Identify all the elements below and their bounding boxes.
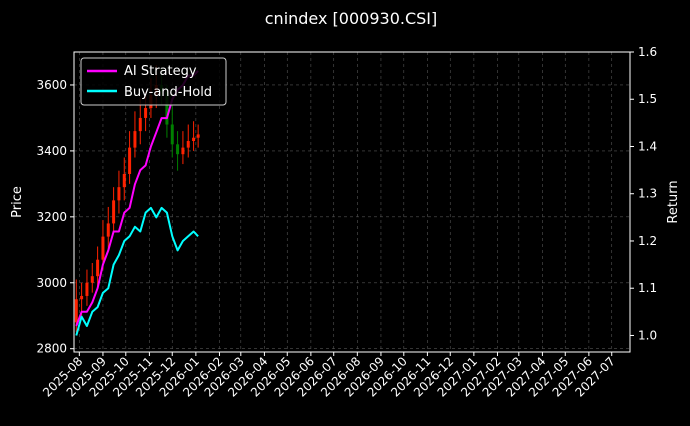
y-tick-label-right: 1.5 bbox=[638, 92, 657, 106]
candle-body bbox=[128, 147, 132, 174]
chart-title: cnindex [000930.CSI] bbox=[265, 9, 438, 28]
candle-body bbox=[96, 259, 100, 277]
y-tick-label-right: 1.0 bbox=[638, 328, 657, 342]
candle-body bbox=[138, 117, 142, 132]
legend-box bbox=[80, 57, 227, 106]
candle-body bbox=[80, 295, 84, 300]
y-tick-label-left: 3600 bbox=[36, 78, 67, 92]
y-tick-label-left: 3000 bbox=[36, 276, 67, 290]
y-tick-label-left: 3400 bbox=[36, 144, 67, 158]
candle-body bbox=[117, 187, 121, 201]
candle-body bbox=[122, 173, 126, 188]
y-tick-label-right: 1.1 bbox=[638, 281, 657, 295]
candle-body bbox=[186, 141, 190, 148]
candle-body bbox=[144, 108, 148, 118]
candle-body bbox=[90, 276, 94, 283]
plot-frame bbox=[73, 51, 631, 353]
candle-body bbox=[133, 131, 137, 148]
y-tick-label-right: 1.2 bbox=[638, 234, 657, 248]
y-tick-label-left: 2800 bbox=[36, 342, 67, 356]
candle-body bbox=[101, 236, 105, 260]
y-tick-label-right: 1.3 bbox=[638, 187, 657, 201]
y-axis-label-left: Price bbox=[10, 186, 25, 218]
line-buy-and-hold bbox=[75, 206, 199, 336]
candle-body bbox=[85, 282, 89, 296]
candle-body bbox=[170, 124, 174, 145]
candle-body bbox=[112, 200, 116, 224]
candle-body bbox=[192, 137, 196, 142]
y-tick-label-left: 3200 bbox=[36, 210, 67, 224]
legend-label-buy-and-hold: Buy-and-Hold bbox=[124, 85, 212, 100]
candle-body bbox=[165, 91, 169, 125]
y-tick-label-right: 1.4 bbox=[638, 139, 657, 153]
y-axis-label-right: Return bbox=[666, 180, 681, 223]
legend: AI Strategy Buy-and-Hold bbox=[80, 57, 227, 106]
right-axis: 1.0 1.1 1.2 1.3 1.4 1.5 1.6 bbox=[630, 45, 657, 342]
candle-body bbox=[106, 223, 110, 237]
candle-body bbox=[74, 299, 78, 323]
y-tick-label-right: 1.6 bbox=[638, 45, 657, 59]
legend-label-ai-strategy: AI Strategy bbox=[124, 64, 197, 79]
candle-body bbox=[176, 144, 180, 155]
candle-body bbox=[181, 147, 185, 155]
candle-body bbox=[196, 134, 200, 138]
left-axis: 2800 3000 3200 3400 3600 bbox=[36, 78, 74, 356]
